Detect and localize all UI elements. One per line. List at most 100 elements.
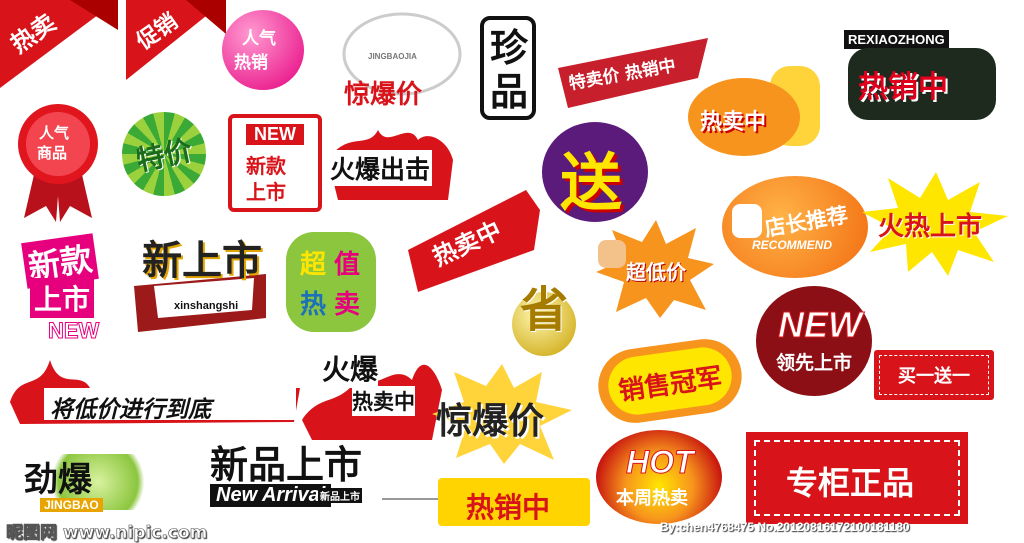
sticker-label: 店长推荐: [762, 202, 850, 242]
sticker-sublabel: 领先上市: [776, 352, 853, 374]
sticker-buy-one-get-one: 买一送一: [874, 350, 994, 400]
sticker-new: NEW: [778, 304, 863, 346]
sticker-label: 火爆: [322, 348, 379, 388]
sticker-popular-rosette: 人气 商品: [16, 96, 100, 222]
sticker-label: 人气: [39, 124, 70, 142]
sticker-label: 买一送一: [898, 366, 970, 387]
sticker-authentic-counter: 专柜正品: [746, 432, 968, 524]
sticker-new: NEW: [246, 124, 304, 145]
gold-coin-icon: [512, 292, 576, 356]
sticker-hot-sale-ribbon: 热卖中: [408, 180, 540, 292]
ribbon-icon: [408, 190, 540, 292]
sticker-popular-bubble: 人气 热销: [222, 10, 304, 90]
label-plate: [44, 388, 296, 420]
sticker-gift-circle: 送: [542, 122, 648, 222]
sticker-label: 上市: [30, 278, 95, 318]
sticker-label: 珍品: [490, 26, 529, 114]
sticker-label: 劲爆: [24, 460, 92, 500]
sticker-label: 惊爆价: [436, 401, 545, 442]
sticker-label: 商品: [37, 144, 68, 162]
sticker-treasure: 珍品: [480, 16, 536, 120]
sticker-hot-this-week: HOT 本周热卖: [596, 430, 724, 526]
corner-ribbon-icon: [0, 0, 118, 88]
fist-icon: [598, 240, 626, 268]
sticker-special-price-banner: 特卖价 热销中: [558, 38, 708, 108]
sticker-special-price-green: 特价: [122, 112, 206, 196]
sticker-hot-blast: 火爆 热卖中: [302, 330, 442, 440]
rosette-icon: [18, 104, 98, 222]
sticker-pinyin: xinshangshi: [174, 300, 239, 312]
sticker-rexiaozhong: REXIAOZHONG 热销中: [840, 30, 1002, 126]
sticker-super-low-price: 超低价: [596, 220, 714, 318]
sticker-jingbaojia-burst: 惊爆价: [432, 364, 574, 464]
sticker-label: 新品上市: [210, 443, 363, 487]
sticker-new-arrival-box: NEW 新款 上市: [228, 114, 322, 212]
sticker-hot-attack: 火爆出击: [318, 120, 458, 210]
sticker-sublabel: JINGBAO: [40, 498, 103, 512]
sticker-label: 新款: [246, 154, 286, 178]
sticker-label: 人气: [242, 29, 276, 49]
watermark-right: By:chen4768475 No.20120816172100181180: [660, 520, 910, 534]
corner-ribbon-icon: [126, 0, 226, 80]
sticker-sales-champion: 销售冠军: [593, 334, 747, 428]
stamp-border: [754, 440, 960, 516]
sticker-label: 专柜正品: [786, 464, 915, 502]
swirl-icon: [342, 12, 462, 96]
sticker-label: 热销: [234, 53, 268, 73]
sticker-label: 火爆出击: [328, 150, 433, 186]
sticker-label: 值: [334, 250, 361, 280]
sticker-label: HOT: [626, 444, 695, 481]
sticker-label: 热: [300, 290, 327, 320]
sticker-sublabel: 本周热卖: [616, 488, 688, 509]
sticker-label: 卖: [334, 290, 361, 320]
starburst-icon: [432, 364, 572, 464]
sticker-sublabel: New Arrival: [210, 484, 332, 507]
sticker-label: 特价: [133, 133, 196, 178]
sticker-label: 省: [520, 282, 569, 338]
sticker-hot-sale-corner: 热卖: [0, 0, 118, 88]
sticker-label: 热销中: [466, 491, 551, 524]
sticker-label: 火热上市: [878, 212, 983, 242]
fire-bg: [596, 430, 722, 524]
sticker-label: 热销中: [858, 70, 948, 105]
sticker-pinyin: JINGBAOJIA: [368, 52, 417, 61]
sticker-pinyin: REXIAOZHONG: [844, 30, 949, 49]
sticker-label: 超: [300, 250, 327, 280]
cloud-shape: [688, 78, 800, 156]
circle-bg: [756, 286, 872, 396]
sticker-label: 超低价: [626, 260, 686, 284]
sticker-new-style-pink: 新款 上市 NEW: [21, 233, 126, 346]
sticker-sublabel: RECOMMEND: [752, 238, 832, 252]
sticker-lowest-price-flame: 将低价进行到底: [10, 352, 300, 426]
sticker-label: 热卖中: [352, 386, 415, 416]
sticker-store-recommend: 店长推荐 RECOMMEND: [722, 176, 868, 278]
badge-bg: [848, 48, 996, 120]
sticker-label: 新上市: [142, 238, 262, 284]
sticker-hot-launch-burst: 火热上市: [862, 172, 1010, 276]
sticker-label: 惊爆价: [344, 80, 423, 110]
sticker-jingbao-green: 劲爆 JINGBAO: [18, 448, 168, 518]
sticker-jingbaojia: JINGBAOJIA 惊爆价: [332, 8, 462, 110]
sticker-label: 送: [560, 146, 623, 219]
banner-shape-icon: [558, 38, 708, 108]
sticker-new-lead: NEW 领先上市: [756, 286, 874, 398]
sticker-hot-selling-tag: 热销中: [382, 478, 592, 528]
sticker-new-arrival-ribbon: 新上市 xinshangshi: [134, 226, 266, 332]
tag-string-icon: [382, 498, 442, 500]
sticker-new: NEW: [47, 318, 100, 344]
sticker-label: 热卖中: [700, 110, 767, 135]
starburst-icon: [862, 172, 1008, 276]
sticker-label: 将低价进行到底: [50, 397, 211, 423]
sticker-great-value: 超 值 热 卖: [286, 232, 376, 332]
sticker-new-arrival-grunge: 新品上市 New Arrival 新品上市: [196, 432, 366, 530]
banner-shape-icon: [134, 274, 266, 332]
stamp-border: [879, 355, 989, 395]
watermark-left: 昵图网 www.nipic.com: [6, 523, 208, 543]
sticker-save-gold: 省: [506, 264, 584, 358]
sticker-hot-sale-thumb: 热卖中: [688, 64, 828, 158]
octagon-bg: [286, 232, 376, 332]
tag-bg: [438, 478, 590, 526]
sticker-label: 上市: [246, 180, 286, 204]
sticker-promotion-corner: 促销: [126, 0, 226, 88]
thumbs-up-icon: [732, 204, 762, 238]
